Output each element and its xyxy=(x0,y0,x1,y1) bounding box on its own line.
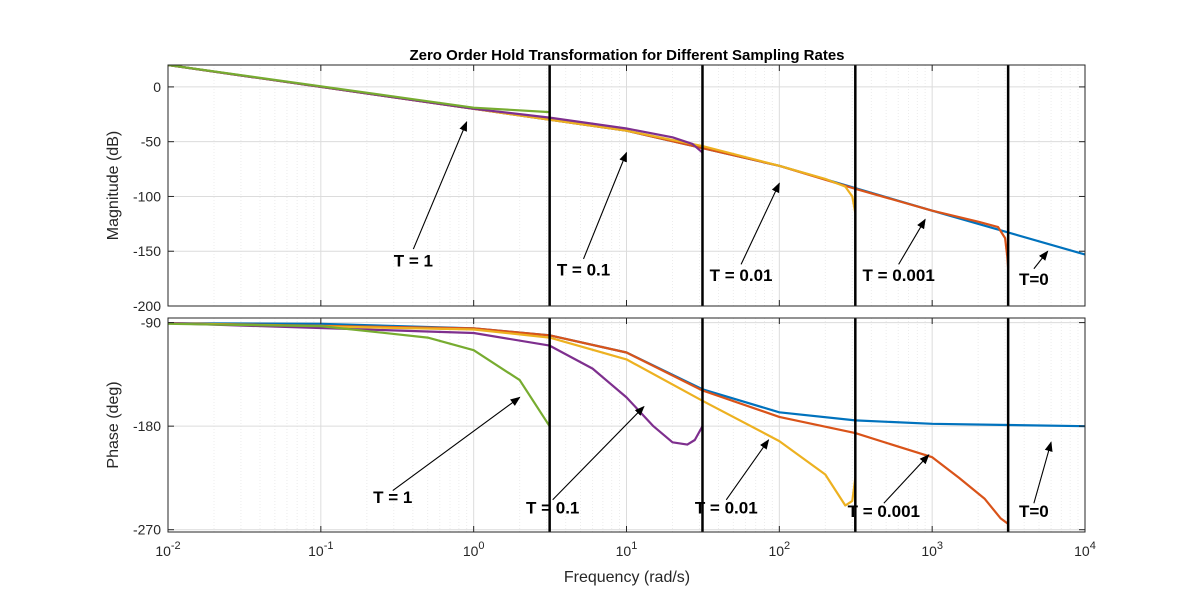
series-line-t-1 xyxy=(168,65,550,114)
x-tick-label: 102 xyxy=(768,540,790,559)
x-tick-base: 10 xyxy=(768,543,784,559)
y-tick-label: -100 xyxy=(133,188,161,204)
x-tick-label: 103 xyxy=(921,540,943,559)
plot-area: 0 -50 -100 -150 -200 Magnitude (dB) T = 1 T = 0… xyxy=(105,64,1096,559)
x-tick-label: 104 xyxy=(1074,540,1096,559)
x-tick-base: 10 xyxy=(1074,543,1090,559)
y-tick-label: -270 xyxy=(133,522,161,538)
series-line-t-0-1 xyxy=(168,65,704,154)
annotation-arrow xyxy=(552,405,645,501)
annotation-label: T = 0.1 xyxy=(526,499,579,518)
chart-title: Zero Order Hold Transformation for Diffe… xyxy=(409,47,844,64)
x-tick-exponent: 4 xyxy=(1090,540,1096,552)
x-tick-exponent: 0 xyxy=(478,540,484,552)
x-tick-label: 101 xyxy=(616,540,638,559)
phase-subplot: -90 -180 -270 Phase (deg) T = 1 T = 0.1 T = 0.… xyxy=(105,315,1086,538)
series-line-t-0-01 xyxy=(168,65,857,214)
x-tick-exponent: -2 xyxy=(171,540,181,552)
annotation-label: T = 1 xyxy=(394,252,433,271)
y-tick-label: -150 xyxy=(133,243,161,259)
x-axis-label: Frequency (rad/s) xyxy=(564,569,690,586)
y-axis-label: Magnitude (dB) xyxy=(105,131,122,240)
y-tick-label: -90 xyxy=(141,315,161,331)
x-tick-base: 10 xyxy=(616,543,632,559)
series-line-t-0-01 xyxy=(168,322,857,507)
x-tick-label: 100 xyxy=(463,540,485,559)
annotation-label: T = 0.01 xyxy=(710,266,773,285)
x-tick-exponent: 1 xyxy=(631,540,637,552)
x-tick-base: 10 xyxy=(308,543,324,559)
annotation-label: T = 0.01 xyxy=(695,499,758,518)
y-tick-label: -180 xyxy=(133,418,161,434)
annotation-label: T = 0.001 xyxy=(848,502,920,521)
annotation-arrow xyxy=(412,121,468,250)
series-line-t-0-001 xyxy=(168,65,1010,268)
annotation-arrow xyxy=(392,396,521,492)
x-tick-label: 10-1 xyxy=(308,540,333,559)
y-tick-label: -50 xyxy=(141,134,161,150)
annotation-label: T = 0.001 xyxy=(862,266,934,285)
series-line-t-1 xyxy=(168,322,551,427)
series-line-t-0-001 xyxy=(168,322,1009,525)
annotation-arrow xyxy=(1033,441,1053,504)
annotation-arrow xyxy=(740,182,780,265)
annotation-arrow xyxy=(898,218,926,265)
x-tick-label: 10-2 xyxy=(155,540,180,559)
annotation-label: T=0 xyxy=(1019,502,1049,521)
magnitude-subplot: 0 -50 -100 -150 -200 Magnitude (dB) T = 1 T = 0… xyxy=(105,64,1086,314)
x-tick-labels: 10-2 10-1 100 101 102 103 104 xyxy=(155,540,1096,559)
y-axis-label: Phase (deg) xyxy=(105,381,122,468)
annotation-label: T=0 xyxy=(1019,270,1049,289)
annotation-arrow xyxy=(583,151,628,260)
annotation-arrow xyxy=(1033,250,1049,270)
y-tick-label: 0 xyxy=(153,79,161,95)
x-tick-base: 10 xyxy=(921,543,937,559)
x-tick-exponent: 3 xyxy=(937,540,943,552)
x-tick-base: 10 xyxy=(463,543,479,559)
annotation-label: T = 1 xyxy=(373,488,412,507)
x-tick-exponent: -1 xyxy=(324,540,334,552)
annotation-arrow xyxy=(725,439,770,501)
annotation-arrow xyxy=(883,454,930,504)
annotation-label: T = 0.1 xyxy=(557,260,610,279)
x-tick-exponent: 2 xyxy=(784,540,790,552)
x-tick-base: 10 xyxy=(155,543,171,559)
y-tick-label: -200 xyxy=(133,298,161,314)
